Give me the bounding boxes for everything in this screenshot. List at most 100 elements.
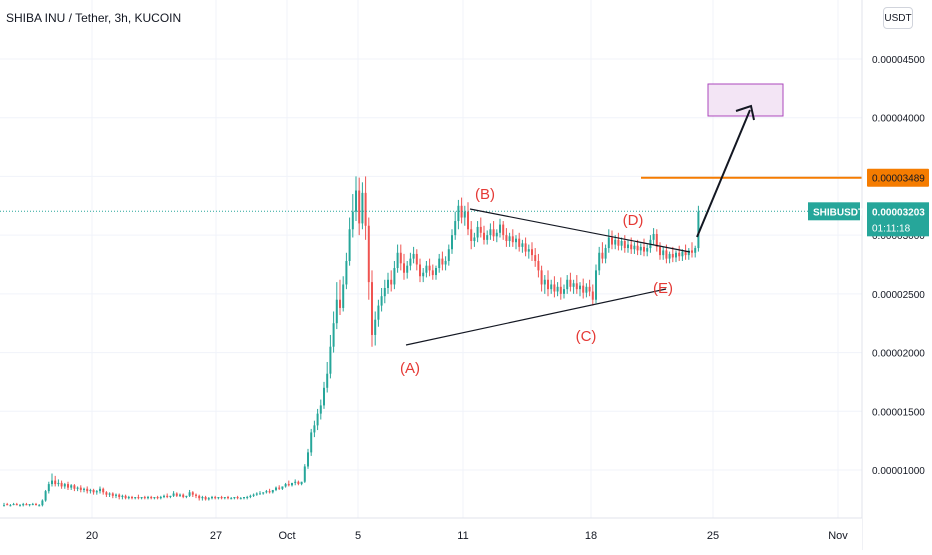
candle-body — [467, 211, 469, 230]
candle-body — [652, 233, 655, 240]
time-tick-label: 18 — [585, 530, 597, 542]
candle-body — [163, 495, 165, 498]
wave-label-b: (B) — [475, 186, 495, 203]
candle-body — [239, 498, 242, 500]
candle-body — [470, 229, 473, 242]
candle-body — [329, 346, 332, 374]
candle-body — [255, 493, 258, 495]
candle-body — [492, 229, 495, 237]
candle-body — [12, 504, 15, 506]
candle-body — [63, 484, 66, 487]
candle-body — [627, 244, 629, 249]
candle-body — [655, 233, 658, 247]
candle-body — [188, 492, 191, 496]
candle-body — [358, 190, 361, 224]
candle-body — [19, 505, 21, 507]
candle-body — [259, 493, 261, 495]
candle-body — [444, 260, 447, 265]
last-price-label: 0.00003203 — [872, 207, 925, 218]
candle-body — [166, 495, 169, 498]
candle-body — [99, 488, 101, 492]
candle-body — [483, 232, 485, 240]
candle-body — [83, 488, 85, 490]
candle-body — [550, 284, 553, 290]
candle-body — [182, 494, 185, 498]
candle-body — [326, 373, 329, 388]
candle-body — [646, 248, 649, 252]
countdown-label: 01:11:18 — [872, 223, 911, 234]
candle-body — [457, 205, 460, 222]
candle-body — [51, 480, 53, 485]
candle-body — [537, 260, 540, 271]
candle-body — [505, 235, 508, 242]
currency-button[interactable]: USDT — [883, 7, 913, 29]
candle-body — [281, 486, 284, 489]
candle-body — [348, 229, 351, 261]
candle-body — [380, 296, 383, 306]
candle-body — [486, 235, 489, 240]
candle-body — [502, 224, 505, 236]
price-tick-label: 0.00003000 — [872, 231, 925, 242]
candle-body — [316, 413, 319, 426]
candle-body — [598, 252, 601, 271]
candle-body — [614, 239, 617, 245]
candle-body — [25, 504, 28, 506]
candle-body — [67, 484, 69, 488]
candle-body — [223, 497, 226, 499]
candle-body — [364, 192, 367, 226]
candle-body — [556, 286, 559, 292]
candle-body — [57, 482, 60, 485]
candle-body — [694, 248, 697, 253]
lower-trendline — [405, 288, 667, 346]
time-tick-label: 5 — [355, 530, 361, 542]
candle-body — [531, 249, 533, 256]
candle-body — [300, 481, 303, 485]
candle-body — [115, 494, 117, 496]
candle-body — [76, 487, 79, 489]
candle-body — [371, 282, 373, 335]
candle-body — [527, 249, 530, 252]
time-axis-background — [0, 518, 862, 550]
candle-body — [3, 505, 5, 507]
candle-body — [252, 494, 255, 496]
candle-body — [307, 452, 309, 467]
candle-body — [214, 497, 217, 499]
time-tick-label: 20 — [86, 530, 98, 542]
candle-body — [137, 497, 140, 499]
candle-body — [22, 504, 25, 506]
candle-body — [15, 504, 18, 506]
price-tick-label: 0.00002000 — [872, 349, 925, 360]
candle-body — [691, 250, 693, 253]
candle-body — [563, 289, 565, 294]
candle-body — [310, 432, 313, 453]
candle-body — [620, 241, 623, 246]
candle-body — [31, 504, 34, 506]
candle-body — [396, 252, 399, 269]
candle-body — [156, 497, 159, 499]
candle-body — [143, 497, 146, 499]
candle-body — [399, 252, 402, 264]
time-tick-label: 27 — [210, 530, 222, 542]
candle-body — [198, 495, 201, 499]
candle-body — [515, 238, 517, 243]
candle-body — [451, 235, 453, 250]
symbol-title: SHIBA INU / Tether, 3h, KUCOIN — [6, 11, 182, 25]
candle-body — [511, 236, 514, 243]
candle-body — [89, 489, 92, 492]
candle-body — [675, 252, 677, 258]
candle-body — [86, 488, 89, 492]
wave-label-e: (E) — [653, 280, 673, 297]
candle-body — [659, 246, 661, 256]
candle-body — [35, 504, 37, 506]
candle-body — [393, 268, 396, 285]
candle-body — [323, 387, 325, 406]
candle-body — [38, 505, 41, 507]
candle-body — [361, 192, 364, 224]
breakout-arrow-head — [735, 104, 755, 121]
candle-body — [415, 253, 418, 265]
price-tick-label: 0.00002500 — [872, 290, 925, 301]
candle-layer — [3, 176, 700, 507]
